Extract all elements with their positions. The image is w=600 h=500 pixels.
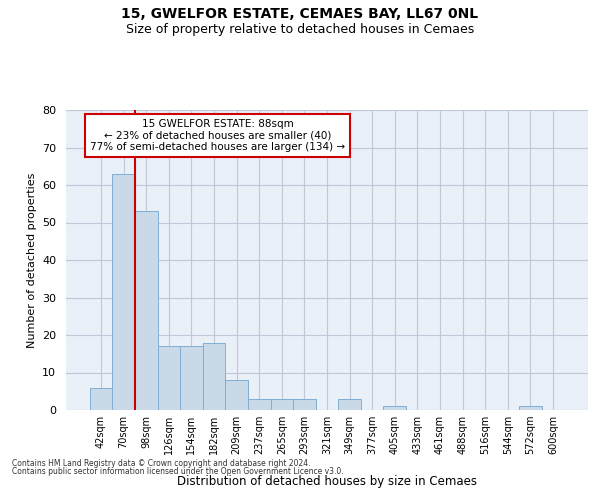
Bar — [338, 399, 361, 410]
Bar — [90, 388, 112, 410]
Bar — [248, 399, 271, 410]
Bar — [293, 399, 316, 410]
Text: Size of property relative to detached houses in Cemaes: Size of property relative to detached ho… — [126, 22, 474, 36]
Bar — [158, 346, 180, 410]
Y-axis label: Number of detached properties: Number of detached properties — [26, 172, 37, 348]
Text: 15, GWELFOR ESTATE, CEMAES BAY, LL67 0NL: 15, GWELFOR ESTATE, CEMAES BAY, LL67 0NL — [121, 8, 479, 22]
Bar — [203, 342, 226, 410]
Text: Contains public sector information licensed under the Open Government Licence v3: Contains public sector information licen… — [12, 467, 344, 476]
Bar — [383, 406, 406, 410]
Bar — [519, 406, 542, 410]
Bar — [271, 399, 293, 410]
Bar — [112, 174, 135, 410]
Bar — [135, 211, 158, 410]
Bar — [226, 380, 248, 410]
Bar — [180, 346, 203, 410]
Text: 15 GWELFOR ESTATE: 88sqm
← 23% of detached houses are smaller (40)
77% of semi-d: 15 GWELFOR ESTATE: 88sqm ← 23% of detach… — [90, 119, 345, 152]
Text: Contains HM Land Registry data © Crown copyright and database right 2024.: Contains HM Land Registry data © Crown c… — [12, 458, 311, 468]
Text: Distribution of detached houses by size in Cemaes: Distribution of detached houses by size … — [177, 474, 477, 488]
